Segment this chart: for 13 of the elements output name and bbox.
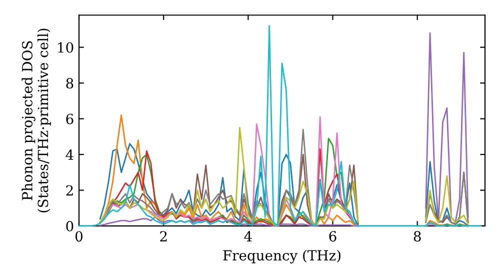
y-axis-title: Phonon projected DOS (States/THz·primitive cell) — [22, 28, 51, 212]
x-tick-label: 0 — [75, 231, 82, 242]
x-tick-label: 2 — [160, 231, 167, 242]
y-tick-label: 2 — [66, 185, 73, 196]
y-tick-label: 6 — [66, 114, 74, 124]
x-tick-label: 4 — [244, 231, 252, 242]
y-tick-label: 0 — [66, 220, 74, 232]
x-tick-label: 8 — [414, 231, 421, 242]
y-tick-label: 4 — [66, 149, 74, 160]
y-tick-label: 10 — [58, 42, 74, 53]
y-tick-label: 8 — [66, 78, 74, 88]
x-axis-title: Frequency (THz) — [223, 250, 340, 264]
x-tick-label: 6 — [329, 231, 336, 242]
